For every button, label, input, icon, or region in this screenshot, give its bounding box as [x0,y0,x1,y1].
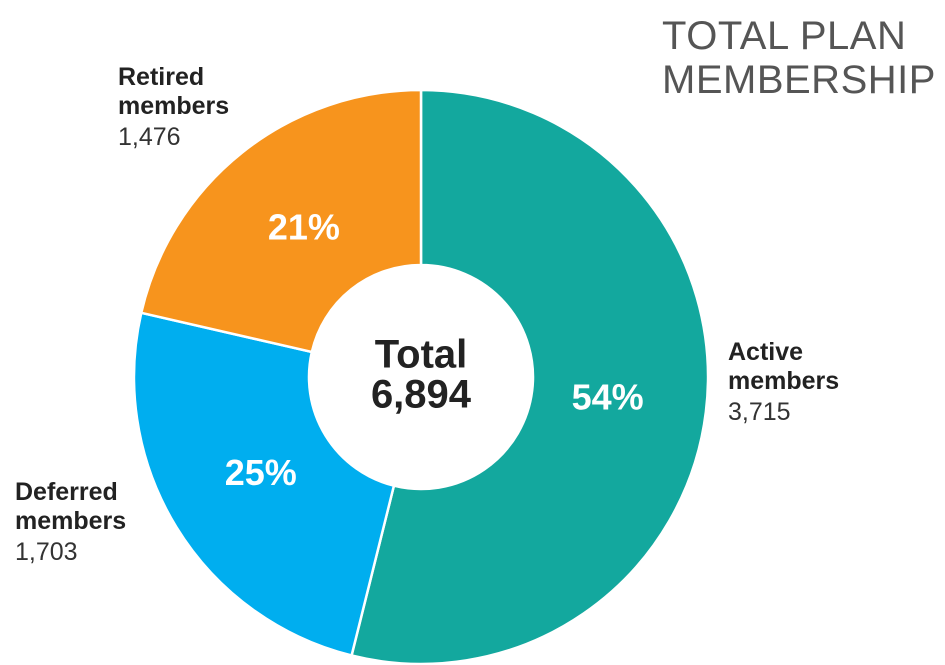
percent-label: 25% [225,452,297,493]
category-value: 3,715 [728,398,791,426]
category-name: Retired members [118,63,230,120]
category-name: Deferred members [15,478,127,535]
center-label: Total [375,333,468,377]
category-value: 1,476 [118,123,181,151]
total-label: 6,894 [371,373,472,417]
percent-label: 21% [268,206,340,247]
percent-label: 54% [572,376,644,417]
category-label: Deferred members 1,703 [15,478,165,568]
category-label: Active members 3,715 [728,338,878,428]
donut-hole [309,265,533,489]
category-value: 1,703 [15,538,78,566]
category-name: Active members [728,338,840,395]
chart-title: TOTAL PLAN MEMBERSHIP [662,14,936,102]
category-label: Retired members 1,476 [118,63,268,153]
